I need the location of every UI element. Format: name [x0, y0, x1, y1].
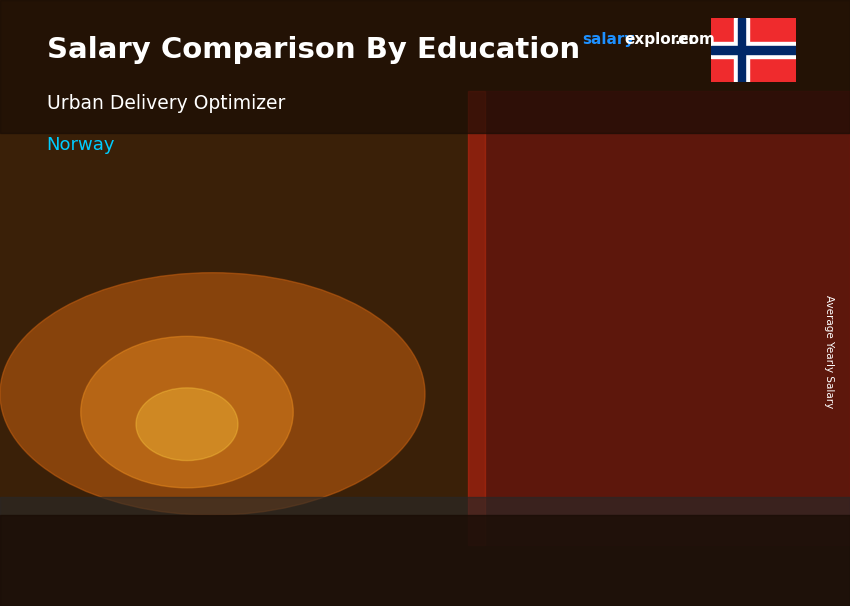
- Polygon shape: [366, 389, 376, 527]
- Polygon shape: [722, 264, 733, 527]
- Text: 243,000 NOK: 243,000 NOK: [46, 387, 137, 401]
- Bar: [717, 264, 722, 271]
- Bar: [0, 515, 850, 606]
- Polygon shape: [187, 410, 197, 527]
- Bar: [734, 18, 749, 82]
- Text: 542,000 NOK: 542,000 NOK: [586, 243, 678, 257]
- Text: +45%: +45%: [370, 295, 446, 319]
- Bar: [360, 389, 366, 393]
- Bar: [0, 0, 850, 133]
- Bar: [94, 410, 100, 527]
- Bar: [0, 497, 850, 606]
- Polygon shape: [544, 327, 554, 527]
- Ellipse shape: [81, 336, 293, 488]
- Bar: [450, 327, 457, 527]
- Bar: [711, 46, 796, 54]
- Text: +18%: +18%: [191, 339, 268, 364]
- Text: High School: High School: [97, 556, 184, 571]
- Text: explorer: explorer: [625, 32, 697, 47]
- Text: Salary Comparison By Education: Salary Comparison By Education: [47, 36, 580, 64]
- Text: Average Yearly Salary: Average Yearly Salary: [824, 295, 834, 408]
- Text: Bachelor's
Degree: Bachelor's Degree: [459, 556, 536, 588]
- Bar: [94, 410, 187, 527]
- Text: 414,000 NOK: 414,000 NOK: [403, 305, 494, 319]
- Bar: [738, 18, 745, 82]
- Bar: [272, 389, 366, 527]
- Text: Certificate or
Diploma: Certificate or Diploma: [271, 556, 366, 588]
- Text: 285,000 NOK: 285,000 NOK: [230, 366, 321, 381]
- Bar: [629, 264, 636, 527]
- Text: +31%: +31%: [548, 232, 625, 256]
- Text: Norway: Norway: [47, 136, 116, 155]
- Bar: [468, 91, 850, 545]
- Bar: [538, 327, 544, 331]
- Bar: [711, 42, 796, 58]
- Text: Master's
Degree: Master's Degree: [645, 556, 706, 588]
- Bar: [181, 410, 187, 412]
- Text: salary: salary: [582, 32, 635, 47]
- Bar: [468, 91, 484, 545]
- Text: Urban Delivery Optimizer: Urban Delivery Optimizer: [47, 94, 285, 113]
- Ellipse shape: [136, 388, 238, 461]
- Bar: [450, 327, 544, 527]
- Text: .com: .com: [674, 32, 715, 47]
- Bar: [629, 264, 722, 527]
- Ellipse shape: [0, 273, 425, 515]
- Bar: [272, 389, 279, 527]
